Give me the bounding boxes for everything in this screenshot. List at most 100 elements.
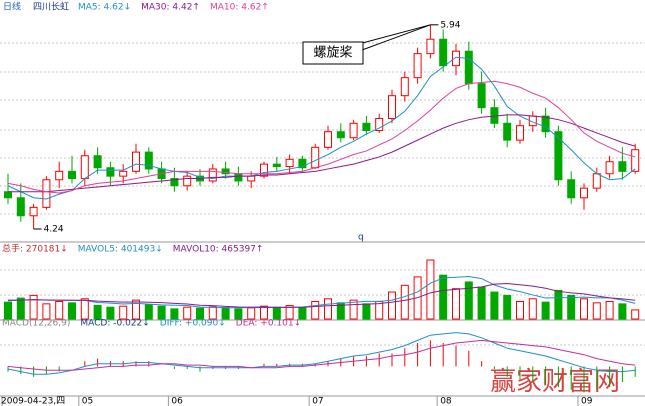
volume-bar (247, 307, 256, 320)
volume-bar (119, 305, 128, 320)
candle-body (388, 95, 396, 119)
candle-body (516, 125, 524, 141)
stock-name: 四川长虹 (33, 1, 69, 13)
candle-body (260, 163, 268, 177)
candle-body (477, 83, 486, 109)
volume-bar (528, 298, 537, 320)
candle-body (567, 179, 576, 199)
volume-bar (29, 294, 38, 320)
volume-bar (541, 301, 550, 320)
candle-body (413, 53, 422, 79)
volume-bar (580, 298, 588, 320)
volume-bar (605, 300, 614, 320)
ma-line (7, 339, 636, 371)
watermark: 赢家财富网 (490, 367, 620, 397)
volume-bar (452, 288, 460, 320)
ma-line (7, 80, 636, 194)
volume-bar (208, 306, 217, 320)
candle-body (221, 168, 230, 175)
candle-body (336, 131, 345, 139)
volume-bar (388, 291, 396, 320)
volume-bar (298, 307, 307, 320)
candle-body (170, 178, 179, 187)
ma-line (8, 282, 636, 308)
x-tick-label: 07 (312, 397, 323, 406)
candle-body (592, 173, 601, 189)
volume-bar (68, 302, 76, 320)
candle-body (132, 151, 140, 172)
candle-body (311, 146, 320, 169)
candle-body (541, 115, 550, 133)
candle-body (4, 191, 12, 199)
legend-entry: DIFF: +0.090↓ (160, 319, 226, 329)
candle-body (554, 131, 563, 181)
candle-body (605, 161, 614, 175)
callout-line (361, 24, 431, 51)
ma-line (7, 56, 636, 200)
volume-bar (221, 307, 230, 320)
ma-line (8, 114, 636, 193)
candle-body (93, 155, 102, 169)
legend-entry: DEA: +0.101↓ (236, 319, 301, 329)
candle-body (119, 170, 128, 177)
candle-body (183, 175, 192, 187)
candle-body (631, 149, 640, 172)
candle-body (452, 50, 460, 67)
volume-bar (503, 294, 512, 320)
volume-bar (324, 298, 332, 320)
volume-bar (464, 281, 473, 320)
candle-body (464, 50, 473, 85)
volume-bar (311, 300, 320, 320)
callout-text: 螺旋桨 (313, 45, 352, 61)
candle-body (349, 122, 358, 139)
x-tick-label: 06 (171, 397, 183, 406)
candle-body (503, 122, 512, 141)
volume-bar (362, 303, 371, 320)
candle-body (55, 170, 64, 181)
legend-entry: MACD: -0.022↓ (80, 319, 149, 329)
candle-body (247, 175, 256, 182)
candle-body (439, 38, 448, 67)
candle-body (68, 170, 76, 180)
candle-body (375, 117, 384, 132)
candle-body (298, 158, 307, 169)
volume-bar (516, 300, 524, 320)
volume-bar (490, 291, 499, 320)
volume-bar (592, 302, 601, 320)
candle-body (29, 206, 38, 217)
period: 日线 (3, 1, 21, 13)
volume-bar (42, 303, 51, 320)
volume-bar (93, 305, 102, 320)
volume-bar (400, 284, 409, 320)
volume-bar (55, 300, 64, 320)
volume-bar (426, 259, 435, 320)
legend-entry: MA5: 4.62↓ (78, 3, 131, 13)
volume-bar (349, 299, 358, 320)
volume-bar (106, 306, 115, 320)
volume-bar (196, 307, 204, 320)
x-tick-label: 08 (440, 397, 452, 406)
volume-bar (631, 309, 640, 320)
x-tick-label: 2009-04-23,四 (1, 397, 65, 406)
volume-bar (144, 304, 153, 320)
candle-body (16, 197, 25, 217)
volume-bar (234, 308, 243, 320)
legend-entry: MACD(12,26,9) (2, 319, 70, 329)
candle-body (426, 38, 435, 55)
volume-bar (260, 305, 268, 320)
volume-bar (285, 305, 294, 320)
candle-body (580, 187, 588, 199)
grid (0, 42, 645, 397)
ma-line (7, 332, 636, 375)
volume-bar (554, 289, 563, 320)
ma-line (7, 276, 636, 309)
volume-bar (4, 301, 12, 320)
candle-body (106, 167, 115, 177)
legend-entry: MA10: 4.62↑ (210, 3, 269, 13)
candle-body (285, 158, 294, 168)
legend-entry: MA30: 4.42↑ (141, 3, 200, 13)
candle-body (618, 161, 627, 172)
price-label: 5.94 (440, 20, 460, 30)
